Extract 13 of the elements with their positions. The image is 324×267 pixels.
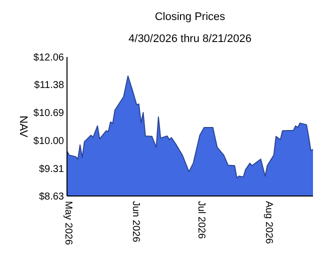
y-tick-label: $10.69 — [33, 108, 64, 120]
chart-subtitle: 4/30/2026 thru 8/21/2026 — [128, 33, 252, 45]
y-axis-title: NAV — [17, 116, 29, 138]
y-tick-label: $10.00 — [33, 136, 64, 147]
x-tick-label: Jul 2026 — [195, 201, 206, 240]
x-tick-label: May 2026 — [62, 201, 74, 246]
y-tick-label: $11.38 — [34, 80, 64, 92]
x-tick-label: Aug 2026 — [262, 201, 274, 244]
x-tick-label: Jun 2026 — [130, 201, 142, 243]
y-tick-label: $9.31 — [38, 164, 64, 175]
chart-title: Closing Prices — [154, 11, 226, 23]
y-tick-label: $12.06 — [33, 52, 64, 64]
y-tick-label: $8.63 — [38, 192, 64, 202]
